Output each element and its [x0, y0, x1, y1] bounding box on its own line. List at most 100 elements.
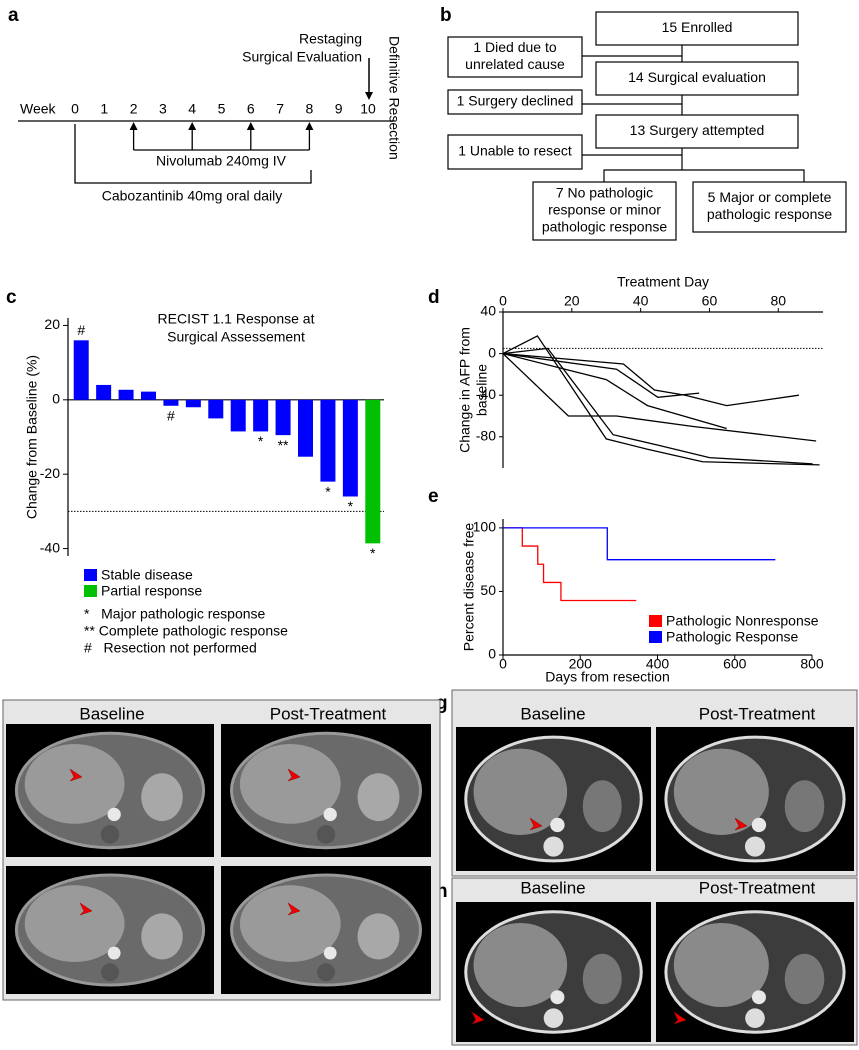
week-number: 3	[159, 101, 167, 117]
week-number: 1	[100, 101, 108, 117]
flow-node	[447, 89, 583, 115]
scan-spine	[543, 836, 564, 857]
legend-label: Stable disease	[101, 567, 193, 583]
flow-node-label: unrelated cause	[465, 56, 565, 72]
bar	[96, 384, 112, 400]
red-arrowhead	[673, 1011, 687, 1025]
y-axis-label: baseline	[474, 364, 490, 416]
x-tick-label: 20	[564, 293, 580, 309]
flow-node	[447, 36, 583, 78]
panel-letter: e	[428, 486, 439, 507]
flow-node	[595, 61, 799, 96]
legend-swatch	[649, 631, 662, 643]
bar	[298, 399, 313, 457]
bar	[275, 399, 291, 436]
line	[502, 353, 817, 442]
y-tick-label: 40	[480, 303, 496, 319]
x-tick-label: 200	[569, 656, 593, 672]
image-header: Post-Treatment	[270, 704, 387, 723]
flow-node-label: 5 Major or complete	[708, 189, 832, 205]
scan-aorta	[751, 817, 767, 833]
y-tick-label: -80	[476, 428, 496, 444]
scan-spleen	[357, 913, 400, 960]
panel-letter: c	[6, 287, 17, 308]
panel-letter: a	[8, 5, 19, 26]
flow-node-label: 1 Surgery declined	[457, 93, 574, 109]
bar	[141, 391, 156, 400]
legend-note: ** Complete pathologic response	[84, 623, 288, 639]
bar	[163, 399, 179, 406]
x-axis-label: Treatment Day	[617, 274, 709, 290]
flow-node-label: 1 Unable to resect	[458, 143, 572, 159]
bar	[118, 389, 134, 400]
legend-swatch	[84, 585, 97, 597]
timeline: Week Restaging Surgical Evaluation Defin…	[18, 31, 402, 204]
bar	[365, 399, 381, 544]
resection-label: Definitive Resection	[386, 36, 402, 160]
flow-node-label: 14 Surgical evaluation	[628, 69, 766, 85]
red-arrowhead	[69, 768, 83, 782]
bar-annotation: *	[258, 433, 264, 449]
x-tick-label: 60	[702, 293, 718, 309]
flow-node	[595, 114, 799, 149]
connector	[603, 169, 805, 182]
panel-letter: g	[436, 693, 448, 714]
week-number: 8	[306, 101, 314, 117]
legend-label: Pathologic Response	[666, 629, 799, 645]
scan-spleen	[357, 773, 400, 822]
scan-aorta	[323, 807, 337, 822]
scan-aorta	[550, 817, 565, 833]
scan-aorta	[323, 946, 337, 960]
restaging-label: Surgical Evaluation	[242, 49, 362, 65]
week-number: 7	[276, 101, 284, 117]
scan-spleen	[784, 953, 825, 1005]
scan-liver	[239, 885, 341, 962]
legend-swatch	[649, 615, 662, 627]
bar	[342, 399, 358, 497]
legend-note: # Resection not performed	[84, 640, 257, 656]
scan-liver	[473, 748, 568, 835]
week-number: 4	[188, 101, 196, 117]
scan-aorta	[107, 946, 121, 960]
week-number: 5	[218, 101, 226, 117]
flow-node-label: 7 No pathologic	[556, 185, 653, 201]
image-header: Baseline	[520, 704, 585, 723]
scan-spine	[317, 963, 335, 982]
week-number: 2	[130, 101, 138, 117]
scan-spleen	[582, 780, 622, 833]
panel-letter: h	[436, 881, 448, 902]
scan-liver	[473, 923, 568, 1007]
bar-annotation: *	[348, 498, 354, 514]
red-arrowhead	[734, 817, 748, 831]
x-axis-label: Days from resection	[545, 669, 669, 685]
legend-swatch	[84, 569, 97, 581]
scan-spleen	[141, 773, 183, 822]
line	[502, 335, 820, 466]
image-header: Baseline	[79, 704, 144, 723]
survival-curve	[503, 527, 776, 561]
y-tick-label: 50	[480, 582, 496, 598]
panel-letter: b	[440, 5, 452, 26]
image-header: Baseline	[520, 878, 585, 897]
flow-connectors	[582, 45, 805, 182]
flow-node-label: pathologic response	[542, 219, 668, 235]
y-tick-label: 0	[52, 391, 60, 407]
survival-curve	[503, 527, 637, 602]
bar-annotation: *	[370, 545, 376, 561]
bar	[185, 399, 201, 408]
week-number: 6	[247, 101, 255, 117]
flow-node-label: pathologic response	[707, 206, 833, 222]
scans	[6, 724, 854, 1042]
line	[502, 352, 727, 430]
red-arrowhead	[79, 902, 93, 916]
week-number: 9	[335, 101, 343, 117]
scan-spine	[745, 1008, 765, 1028]
red-arrowhead	[529, 817, 543, 831]
scan-liver	[239, 743, 341, 824]
scan-spine	[100, 825, 120, 844]
image-header: Post-Treatment	[699, 704, 816, 723]
legend-label: Partial response	[101, 583, 202, 599]
